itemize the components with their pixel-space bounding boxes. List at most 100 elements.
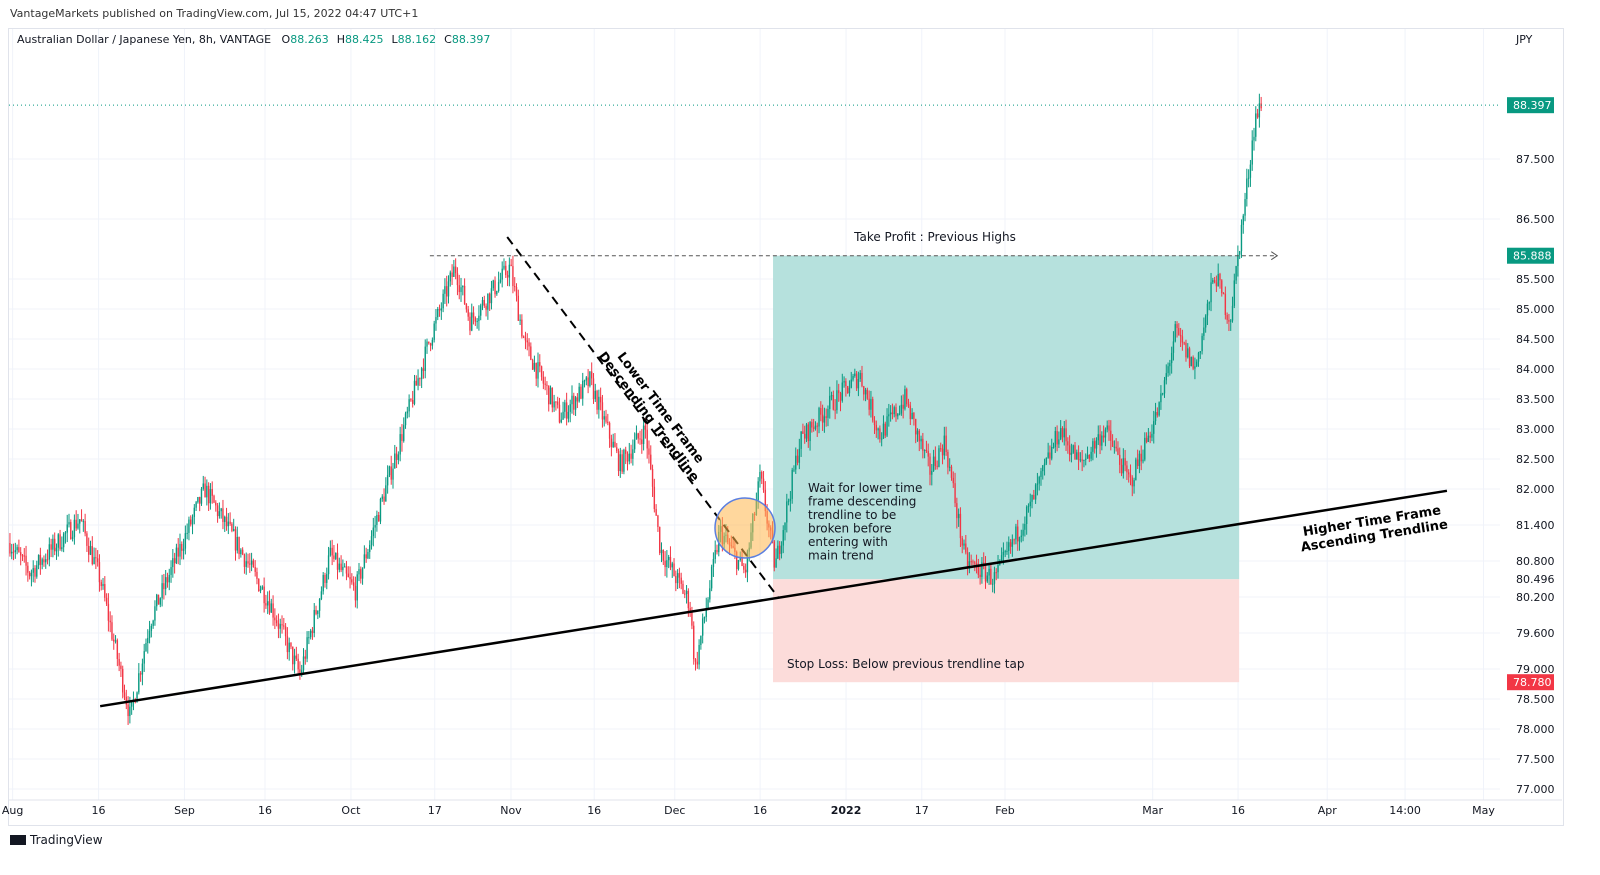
candle-body (277, 623, 280, 629)
candle-body (1083, 459, 1085, 461)
candle-body (644, 425, 647, 430)
candle-body (462, 285, 464, 288)
candle-body (1000, 555, 1003, 561)
candle-body (147, 637, 149, 644)
time-tick-label: 17 (428, 804, 442, 817)
candle-body (864, 389, 867, 395)
candle-body (1242, 215, 1244, 225)
candle-body (1179, 334, 1182, 337)
candle-body (966, 552, 969, 567)
candle-body (533, 362, 536, 370)
time-tick-label: Oct (341, 804, 361, 817)
candle-body (1160, 393, 1162, 403)
candle-body (392, 468, 394, 480)
candle-body (23, 555, 25, 557)
symbol-name: Australian Dollar / Japanese Yen, 8h, VA… (17, 33, 272, 46)
candle-body (705, 608, 707, 618)
candle-body (1154, 412, 1157, 422)
candle-body (490, 288, 493, 304)
candle-body (850, 379, 852, 388)
candle-body (709, 588, 711, 600)
candle-body (109, 620, 111, 623)
candle-body (505, 265, 507, 275)
candle-body (220, 508, 222, 512)
candle-body (216, 505, 219, 517)
candle-body (1102, 435, 1105, 438)
chart-frame[interactable] (8, 28, 1564, 826)
candle-body (284, 626, 287, 637)
candle-body (261, 586, 264, 590)
candle-body (510, 264, 512, 267)
price-tick-label: 77.500 (1516, 753, 1555, 766)
candle-body (320, 591, 323, 600)
candle-body (1051, 447, 1053, 459)
candle-body (929, 456, 931, 475)
candle-body (295, 655, 298, 659)
candle-body (190, 519, 192, 525)
candle-body (821, 414, 824, 423)
candle-body (184, 533, 187, 549)
candle-body (1124, 458, 1126, 466)
candle-body (1004, 551, 1006, 553)
candle-body (782, 530, 784, 546)
candle-body (453, 266, 455, 277)
candle-body (956, 503, 958, 519)
candle-body (1020, 535, 1022, 538)
candle-body (1156, 412, 1159, 416)
candle-body (839, 393, 842, 401)
candle-body (914, 418, 917, 435)
candle-body (118, 658, 120, 666)
candle-body (859, 372, 861, 379)
candle-body (45, 559, 47, 563)
candle-body (1009, 542, 1012, 547)
price-tick-label: 80.800 (1516, 555, 1555, 568)
candle-body (741, 557, 743, 566)
high-value: 88.425 (345, 33, 384, 46)
candle-body (80, 519, 83, 522)
candle-body (585, 377, 588, 381)
candle-body (98, 562, 101, 583)
candle-body (1149, 435, 1151, 438)
candle-body (59, 534, 61, 550)
take-profit-badge (1507, 247, 1554, 264)
stop-loss-zone (773, 579, 1240, 683)
candle-body (673, 563, 675, 577)
candle-body (651, 469, 654, 487)
candle-body (675, 576, 677, 584)
candle-body (1045, 457, 1048, 464)
candle-body (580, 386, 582, 399)
candle-body (268, 601, 271, 613)
candle-body (19, 552, 22, 556)
candle-body (650, 454, 652, 470)
candle-body (422, 368, 425, 371)
candle-body (1256, 113, 1259, 118)
candle-body (1240, 224, 1243, 252)
candle-body (1131, 477, 1133, 487)
candle-body (671, 563, 673, 568)
candle-body (522, 336, 525, 338)
candle-body (64, 532, 67, 534)
candle-body (43, 559, 45, 563)
candle-body (1043, 463, 1046, 466)
candle-body (809, 422, 811, 442)
candle-body (288, 642, 290, 653)
candle-body (791, 469, 793, 499)
candle-body (218, 511, 221, 517)
candle-body (863, 386, 865, 395)
candle-body (802, 431, 804, 434)
candle-body (1169, 363, 1171, 367)
candle-body (496, 291, 498, 295)
candle-body (52, 538, 54, 550)
tradingview-logo[interactable]: TradingView (10, 833, 103, 847)
candle-body (377, 514, 380, 522)
candle-body (1247, 177, 1250, 179)
candle-body (1187, 348, 1189, 358)
candle-body (535, 362, 537, 379)
candle-body (603, 416, 605, 420)
candle-body (988, 568, 990, 576)
candle-body (1008, 542, 1010, 551)
candle-body (163, 583, 165, 590)
ascending-trendline (99, 489, 1448, 708)
candle-body (798, 448, 801, 463)
